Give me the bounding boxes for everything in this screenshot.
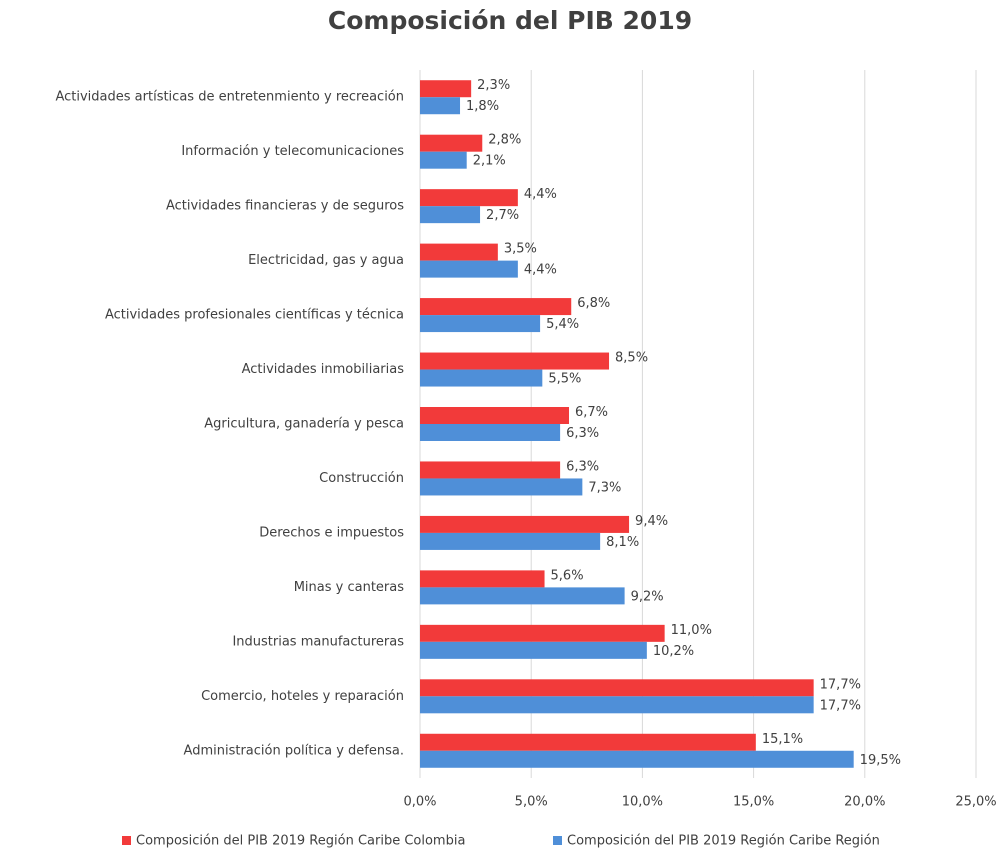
data-label: 2,3%	[477, 78, 510, 93]
y-tick-label: Actividades profesionales científicas y …	[105, 308, 404, 323]
y-tick-label: Industrias manufactureras	[232, 634, 404, 649]
data-label: 17,7%	[820, 677, 861, 692]
x-tick-label: 10,0%	[622, 795, 663, 810]
y-tick-label: Electricidad, gas y agua	[248, 253, 404, 268]
x-tick-label: 5,0%	[515, 795, 548, 810]
bar	[420, 679, 814, 697]
bar	[420, 134, 483, 152]
data-label: 6,3%	[566, 426, 599, 441]
x-tick-label: 20,0%	[844, 795, 885, 810]
y-tick-label: Derechos e impuestos	[259, 525, 404, 540]
bar	[420, 243, 498, 261]
bar	[420, 369, 543, 387]
data-label: 2,1%	[473, 154, 506, 169]
y-tick-label: Actividades inmobiliarias	[242, 362, 405, 377]
y-tick-label: Construcción	[319, 471, 404, 486]
data-label: 17,7%	[820, 698, 861, 713]
data-label: 2,8%	[488, 133, 521, 148]
y-tick-label: Información y telecomunicaciones	[181, 144, 404, 159]
data-label: 10,2%	[653, 644, 694, 659]
bar	[420, 260, 518, 278]
bar	[420, 515, 630, 533]
bar	[420, 206, 481, 224]
y-tick-label: Actividades artísticas de entretenmiento…	[55, 90, 404, 105]
data-label: 6,3%	[566, 459, 599, 474]
legend-swatch	[122, 836, 131, 845]
bar	[420, 570, 545, 588]
data-label: 7,3%	[588, 480, 621, 495]
chart-title: Composición del PIB 2019	[328, 6, 692, 35]
x-tick-label: 25,0%	[955, 795, 996, 810]
bar	[420, 587, 625, 605]
bar	[420, 97, 461, 115]
data-label: 6,8%	[577, 296, 610, 311]
data-label: 5,4%	[546, 317, 579, 332]
bar	[420, 407, 570, 424]
legend-label: Composición del PIB 2019 Región Caribe R…	[567, 834, 880, 849]
bar	[420, 461, 561, 479]
data-label: 5,6%	[551, 568, 584, 583]
data-label: 5,5%	[548, 372, 581, 387]
y-tick-label: Agricultura, ganadería y pesca	[204, 417, 404, 432]
x-tick-label: 0,0%	[403, 795, 436, 810]
data-label: 9,4%	[635, 514, 668, 529]
bar	[420, 189, 518, 207]
bar	[420, 478, 583, 496]
bar	[420, 298, 572, 316]
x-tick-label: 15,0%	[733, 795, 774, 810]
y-tick-label: Minas y canteras	[294, 580, 405, 595]
bar	[420, 532, 601, 550]
bar	[420, 80, 472, 98]
bar	[420, 424, 561, 441]
bar	[420, 733, 756, 751]
legend-swatch	[553, 836, 562, 845]
data-label: 15,1%	[762, 732, 803, 747]
data-label: 11,0%	[671, 623, 712, 638]
data-label: 4,4%	[524, 263, 557, 278]
data-label: 6,7%	[575, 405, 608, 420]
data-label: 8,5%	[615, 351, 648, 366]
data-label: 1,8%	[466, 99, 499, 114]
data-label: 3,5%	[504, 242, 537, 257]
data-label: 4,4%	[524, 187, 557, 202]
y-tick-label: Administración política y defensa.	[184, 743, 404, 758]
bar	[420, 315, 541, 333]
bar	[420, 352, 610, 370]
bar	[420, 696, 814, 714]
data-label: 19,5%	[860, 753, 901, 768]
bar	[420, 151, 467, 169]
data-label: 2,7%	[486, 208, 519, 223]
bar	[420, 750, 854, 768]
data-label: 8,1%	[606, 535, 639, 550]
y-tick-label: Actividades financieras y de seguros	[166, 199, 404, 214]
bar	[420, 641, 647, 659]
bar	[420, 624, 665, 642]
y-tick-label: Comercio, hoteles y reparación	[201, 689, 404, 704]
legend-label: Composición del PIB 2019 Región Caribe C…	[136, 834, 465, 849]
data-label: 9,2%	[631, 589, 664, 604]
